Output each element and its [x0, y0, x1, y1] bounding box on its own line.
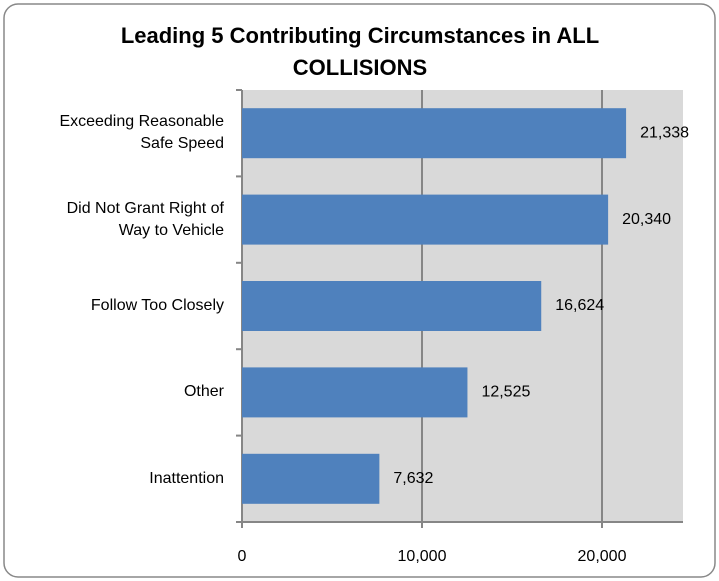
y-tick-label: Did Not Grant Right of Way to Vehicle: [66, 199, 224, 239]
bar: [242, 367, 468, 418]
value-label: 21,338: [640, 124, 689, 141]
value-label: 16,624: [555, 297, 604, 314]
y-tick-label: Follow Too Closely: [90, 297, 224, 314]
value-label: 12,525: [481, 384, 530, 401]
bar: [242, 453, 380, 504]
bar: [242, 108, 627, 159]
x-tick-label: 20,000: [578, 548, 627, 565]
chart-title: Leading 5 Contributing Circumstances in …: [120, 23, 600, 80]
bar: [242, 194, 609, 245]
x-tick-label: 10,000: [398, 548, 447, 565]
bar: [242, 281, 542, 331]
y-tick-label: Inattention: [149, 469, 224, 487]
x-tick-label: 0: [238, 548, 247, 565]
value-label: 7,632: [393, 470, 433, 487]
y-tick-label: Exceeding Reasonable Safe Speed: [59, 113, 224, 153]
y-tick-label: Other: [183, 383, 224, 401]
value-label: 20,340: [622, 211, 671, 228]
